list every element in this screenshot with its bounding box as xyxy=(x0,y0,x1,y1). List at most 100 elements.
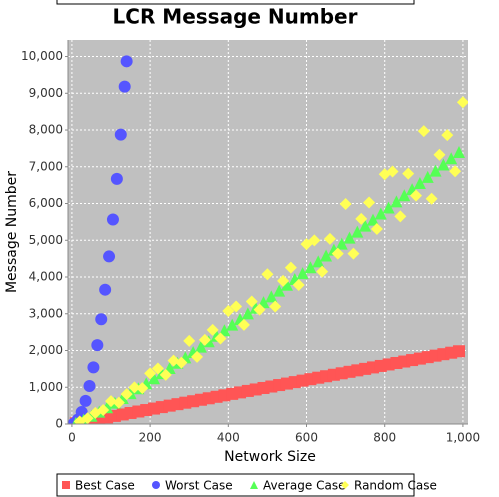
marker-circle xyxy=(91,339,104,352)
marker-diamond xyxy=(269,300,282,313)
marker-triangle xyxy=(218,324,231,337)
marker-diamond xyxy=(261,268,274,281)
legend-label: Random Case xyxy=(354,479,437,493)
marker-diamond xyxy=(120,388,133,401)
marker-diamond xyxy=(449,165,462,178)
marker-triangle xyxy=(312,255,325,268)
marker-diamond xyxy=(425,192,438,205)
marker-triangle xyxy=(335,237,348,250)
marker-diamond xyxy=(316,265,329,278)
marker-triangle xyxy=(453,146,466,159)
marker-diamond xyxy=(370,223,383,236)
x-tick-label: 1,000 xyxy=(446,431,480,445)
marker-diamond xyxy=(363,196,376,209)
marker-diamond xyxy=(253,303,266,316)
marker-diamond xyxy=(341,481,349,489)
marker-diamond xyxy=(128,381,141,394)
marker-diamond xyxy=(73,415,86,424)
y-tick-label: 7,000 xyxy=(29,159,63,173)
marker-diamond xyxy=(214,332,227,345)
marker-diamond xyxy=(81,412,94,424)
marker-triangle xyxy=(398,189,411,202)
marker-circle xyxy=(103,250,116,263)
marker-diamond xyxy=(222,305,235,318)
marker-triangle xyxy=(304,261,317,274)
marker-diamond xyxy=(191,350,204,363)
marker-triangle xyxy=(280,278,293,291)
y-tick-label: 1,000 xyxy=(29,380,63,394)
y-tick-label: 8,000 xyxy=(29,123,63,137)
y-tick-label: 10,000 xyxy=(21,49,63,63)
y-tick-label: 9,000 xyxy=(29,86,63,100)
marker-triangle xyxy=(226,318,239,331)
chart-title: LCR Message Number xyxy=(113,5,358,29)
marker-diamond xyxy=(386,165,399,178)
marker-diamond xyxy=(433,148,446,161)
marker-diamond xyxy=(151,362,164,375)
marker-triangle xyxy=(374,207,387,220)
marker-triangle xyxy=(273,284,286,297)
marker-triangle xyxy=(445,152,458,165)
marker-diamond xyxy=(394,210,407,223)
marker-diamond xyxy=(347,247,360,260)
marker-triangle xyxy=(296,267,309,280)
marker-triangle xyxy=(437,158,450,171)
marker-diamond xyxy=(183,334,196,347)
y-tick-label: 2,000 xyxy=(29,343,63,357)
marker-diamond xyxy=(323,232,336,245)
marker-circle xyxy=(95,313,108,326)
marker-diamond xyxy=(230,300,243,313)
marker-diamond xyxy=(308,234,321,247)
marker-triangle xyxy=(421,170,434,183)
x-tick-label: 400 xyxy=(217,431,240,445)
marker-square xyxy=(453,345,466,358)
marker-circle xyxy=(83,379,96,392)
marker-circle xyxy=(106,213,119,226)
y-tick-label: 5,000 xyxy=(29,233,63,247)
grid xyxy=(68,40,468,425)
marker-diamond xyxy=(292,278,305,291)
marker-diamond xyxy=(206,323,219,336)
marker-triangle xyxy=(241,307,254,320)
marker-diamond xyxy=(136,382,149,395)
y-axis-label: Message Number xyxy=(4,171,20,293)
axes: 0 1,000 2,000 3,000 4,000 5,000 6,000 7,000 8,00… xyxy=(21,40,480,445)
marker-triangle xyxy=(351,225,364,238)
frame xyxy=(56,0,415,5)
y-tick-label: 3,000 xyxy=(29,306,63,320)
marker-diamond xyxy=(331,247,344,260)
marker-diamond xyxy=(97,403,110,416)
legend xyxy=(56,473,415,497)
marker-triangle xyxy=(382,201,395,214)
marker-triangle xyxy=(250,481,258,489)
x-tick-label: 200 xyxy=(139,431,162,445)
marker-circle xyxy=(99,283,112,296)
marker-diamond xyxy=(159,368,172,381)
marker-circle xyxy=(79,394,92,407)
marker-diamond xyxy=(402,167,415,180)
marker-triangle xyxy=(359,219,372,232)
marker-diamond xyxy=(456,96,468,109)
y-tick-label: 6,000 xyxy=(29,196,63,210)
marker-diamond xyxy=(112,396,125,409)
x-tick-label: 600 xyxy=(295,431,318,445)
x-tick-label: 800 xyxy=(373,431,396,445)
marker-diamond xyxy=(277,274,290,287)
x-tick-label: 0 xyxy=(68,431,76,445)
marker-square xyxy=(62,481,70,489)
marker-diamond xyxy=(105,395,118,408)
y-tick-label: 4,000 xyxy=(29,270,63,284)
marker-diamond xyxy=(417,125,430,138)
x-axis-label: Network Size xyxy=(224,449,316,465)
marker-diamond xyxy=(441,129,454,142)
marker-circle xyxy=(75,406,88,419)
marker-diamond xyxy=(198,333,211,346)
marker-diamond xyxy=(237,318,250,331)
marks xyxy=(68,55,468,424)
marker-triangle xyxy=(390,195,403,208)
legend-label: Average Case xyxy=(263,479,345,493)
marker-triangle xyxy=(148,372,161,385)
marker-diamond xyxy=(339,197,352,210)
marker-circle xyxy=(87,361,100,374)
